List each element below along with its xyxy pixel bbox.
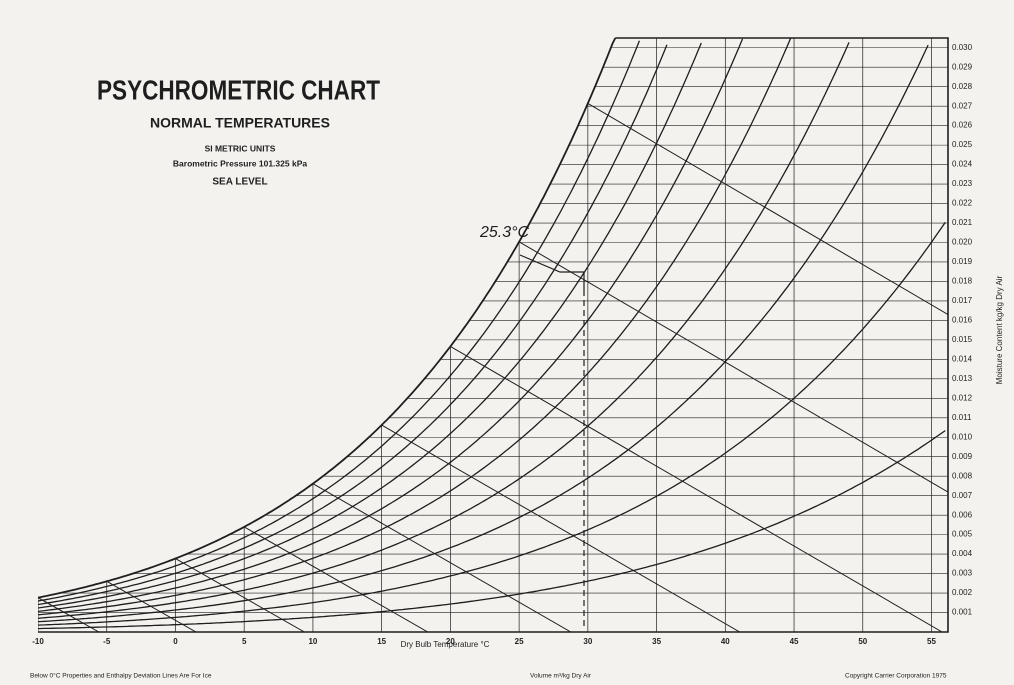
x-tick-label: 50	[858, 637, 867, 646]
y-tick-label: 0.027	[952, 101, 973, 110]
x-tick-label: 30	[583, 637, 592, 646]
y-tick-label: 0.002	[952, 588, 973, 597]
y-tick-label: 0.021	[952, 218, 973, 227]
units: SI METRIC UNITS	[205, 143, 276, 153]
y-tick-label: 0.023	[952, 179, 973, 188]
y-tick-label: 0.003	[952, 569, 973, 578]
y-axis-label: Moisture Content kg/kg Dry Air	[995, 275, 1004, 384]
y-tick-label: 0.029	[952, 62, 973, 71]
x-tick-label: -5	[103, 637, 111, 646]
y-tick-label: 0.001	[952, 608, 973, 617]
y-tick-label: 0.022	[952, 199, 973, 208]
chart: PSYCHROMETRIC CHART NORMAL TEMPERATURES …	[0, 0, 1014, 685]
x-tick-label: 25	[515, 637, 524, 646]
y-tick-label: 0.026	[952, 121, 973, 130]
x-tick-label: 20	[446, 637, 455, 646]
y-tick-label: 0.030	[952, 43, 973, 52]
x-tick-label: 55	[927, 637, 936, 646]
subtitle: NORMAL TEMPERATURES	[150, 115, 330, 131]
x-tick-label: 40	[721, 637, 730, 646]
y-tick-label: 0.014	[952, 354, 973, 363]
y-tick-label: 0.004	[952, 549, 973, 558]
y-tick-label: 0.008	[952, 471, 973, 480]
x-tick-label: 45	[790, 637, 799, 646]
y-tick-label: 0.009	[952, 452, 973, 461]
y-tick-label: 0.028	[952, 82, 973, 91]
y-tick-label: 0.018	[952, 277, 973, 286]
y-tick-label: 0.015	[952, 335, 973, 344]
x-tick-label: 15	[377, 637, 386, 646]
y-tick-label: 0.007	[952, 491, 973, 500]
chart-title: PSYCHROMETRIC CHART	[97, 74, 380, 105]
note: Volume m³/kg Dry Air	[530, 673, 592, 680]
y-tick-label: 0.006	[952, 510, 973, 519]
x-tick-label: 35	[652, 637, 661, 646]
note: Below 0°C Properties and Enthalpy Deviat…	[30, 672, 212, 680]
y-tick-label: 0.010	[952, 432, 973, 441]
y-tick-label: 0.019	[952, 257, 973, 266]
y-tick-label: 0.013	[952, 374, 973, 383]
altitude: SEA LEVEL	[212, 177, 267, 188]
y-tick-label: 0.017	[952, 296, 973, 305]
y-tick-label: 0.020	[952, 238, 973, 247]
note: Copyright Carrier Corporation 1975	[845, 673, 947, 680]
x-tick-label: 10	[308, 637, 317, 646]
y-tick-label: 0.016	[952, 316, 973, 325]
y-tick-label: 0.025	[952, 140, 973, 149]
y-tick-label: 0.012	[952, 393, 973, 402]
x-tick-label: -10	[32, 637, 44, 646]
x-tick-label: 5	[242, 637, 247, 646]
pressure-label: Barometric Pressure 101.325 kPa	[173, 158, 307, 168]
y-tick-label: 0.011	[952, 413, 972, 422]
x-tick-label: 0	[173, 637, 178, 646]
y-tick-label: 0.024	[952, 160, 973, 169]
y-tick-label: 0.005	[952, 530, 973, 539]
